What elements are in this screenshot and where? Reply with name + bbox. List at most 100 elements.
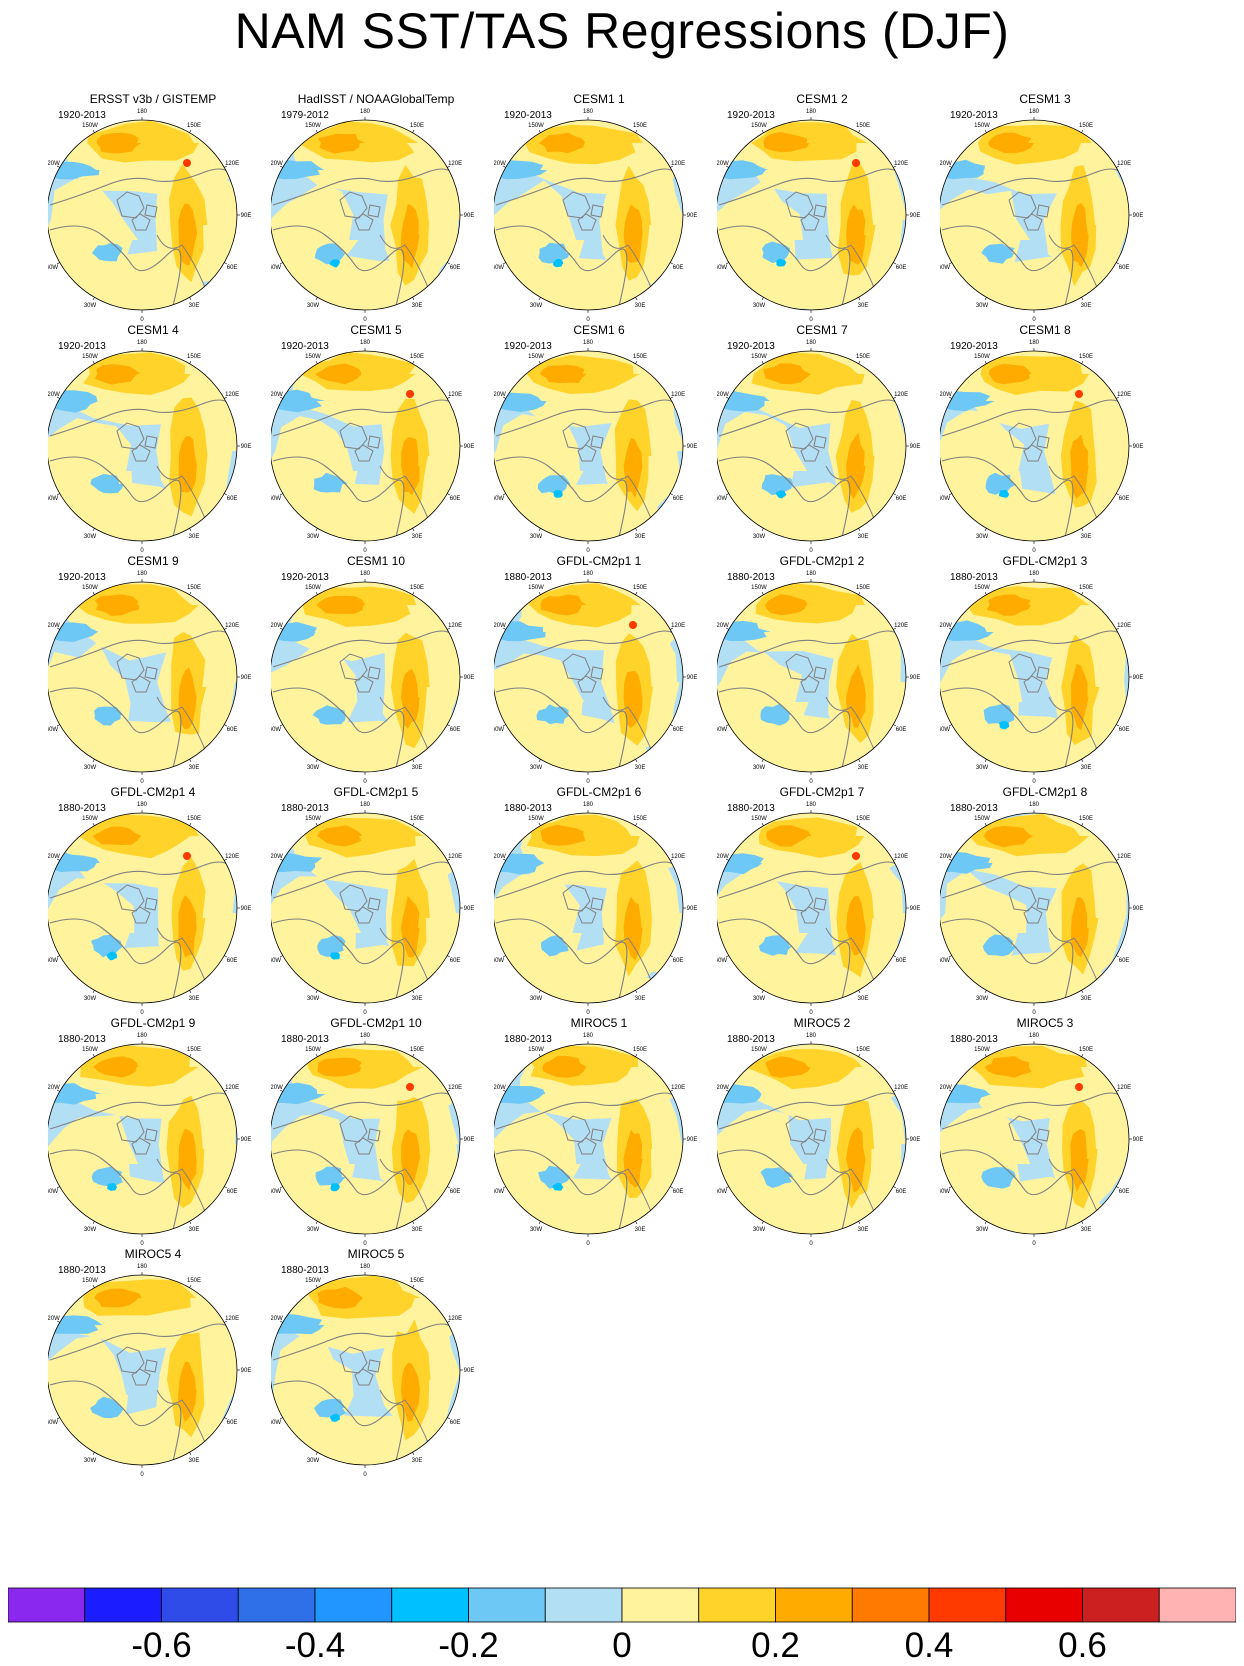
- longitude-label: 90E: [910, 1137, 921, 1143]
- panel-years: 1920-2013: [727, 110, 775, 121]
- longitude-label: 30W: [753, 996, 766, 1002]
- longitude-label: 150W: [751, 816, 767, 822]
- longitude-label: 120W: [494, 1085, 506, 1091]
- map-panel: CESM1 4 1920-2013 180 150E 120E 90E 60E 30E 0 30W…: [48, 323, 258, 555]
- longitude-label: 180: [583, 571, 594, 577]
- panel-title: MIROC5 1: [570, 1016, 628, 1030]
- longitude-label: 120W: [717, 854, 729, 860]
- longitude-label: 150W: [974, 1047, 990, 1053]
- map-panel: ERSST v3b / GISTEMP 1920-2013 180 150E 120E 9…: [48, 92, 258, 324]
- polar-map: 180150E120E90E60E30E030W60W90W120W150W: [940, 109, 1144, 323]
- longitude-label: 60E: [227, 496, 238, 502]
- longitude-label: 90E: [687, 213, 698, 219]
- longitude-label: 60W: [271, 265, 281, 271]
- panel-title: CESM1 4: [127, 323, 179, 337]
- longitude-label: 150E: [410, 123, 424, 129]
- longitude-label: 120E: [894, 161, 908, 167]
- panel-title: CESM1 8: [1019, 323, 1071, 337]
- longitude-label: 0: [809, 548, 813, 554]
- longitude-label: 150W: [974, 354, 990, 360]
- longitude-label: 120W: [271, 1085, 283, 1091]
- longitude-label: 30W: [84, 303, 97, 309]
- longitude-label: 120E: [225, 392, 239, 398]
- longitude-label: 90E: [1133, 213, 1144, 219]
- panel-years: 1920-2013: [281, 341, 329, 352]
- longitude-label: 60W: [717, 727, 727, 733]
- longitude-label: 30E: [858, 534, 869, 540]
- panel-years: 1880-2013: [504, 803, 552, 814]
- longitude-label: 120W: [494, 392, 506, 398]
- longitude-label: 30W: [976, 303, 989, 309]
- longitude-label: 120W: [48, 854, 60, 860]
- colorbar-swatch: [391, 1587, 469, 1623]
- longitude-label: 30W: [84, 765, 97, 771]
- polar-map: 180150E120E90E60E30E030W60W90W120W150W: [271, 1033, 474, 1247]
- longitude-label: 60E: [450, 1420, 461, 1426]
- panel-years: 1880-2013: [58, 1034, 106, 1045]
- longitude-label: 60E: [1119, 496, 1130, 502]
- longitude-label: 60E: [673, 727, 684, 733]
- longitude-label: 150W: [528, 816, 544, 822]
- panel-title: ERSST v3b / GISTEMP: [89, 92, 217, 106]
- longitude-label: 30E: [189, 303, 200, 309]
- longitude-label: 60W: [494, 727, 504, 733]
- longitude-label: 120W: [271, 854, 283, 860]
- panel-title: GFDL-CM2p1 4: [110, 785, 196, 799]
- longitude-label: 120W: [717, 392, 729, 398]
- colorbar-swatch: [928, 1587, 1007, 1623]
- longitude-label: 30W: [84, 1227, 97, 1233]
- longitude-label: 120W: [271, 392, 283, 398]
- longitude-label: 150E: [1079, 816, 1093, 822]
- longitude-label: 30W: [530, 765, 543, 771]
- longitude-label: 0: [1032, 779, 1036, 785]
- longitude-label: 60E: [450, 1189, 461, 1195]
- panel-years: 1920-2013: [58, 110, 106, 121]
- longitude-label: 0: [1032, 548, 1036, 554]
- longitude-label: 120W: [48, 1085, 60, 1091]
- longitude-label: 30E: [189, 1458, 200, 1464]
- longitude-label: 90E: [241, 213, 252, 219]
- longitude-label: 120E: [225, 161, 239, 167]
- longitude-label: 30W: [753, 303, 766, 309]
- colorbar-swatch: [161, 1587, 239, 1623]
- longitude-label: 120W: [271, 161, 283, 167]
- longitude-label: 150E: [856, 585, 870, 591]
- colorbar-tick-label: -0.6: [131, 1626, 192, 1665]
- longitude-label: 60W: [494, 1189, 504, 1195]
- longitude-label: 120W: [494, 623, 506, 629]
- longitude-label: 60W: [940, 958, 950, 964]
- longitude-label: 90E: [1133, 1137, 1144, 1143]
- map-panel: CESM1 2 1920-2013 180 150E 120E 90E 60E 30E 0 30W…: [717, 92, 927, 324]
- longitude-label: 180: [806, 802, 817, 808]
- longitude-label: 180: [806, 1033, 817, 1039]
- map-panel: MIROC5 4 1880-2013 180 150E 120E 90E 60E 30E 0 30…: [48, 1247, 258, 1479]
- longitude-label: 60E: [450, 265, 461, 271]
- longitude-label: 150W: [751, 354, 767, 360]
- longitude-label: 120E: [671, 623, 685, 629]
- longitude-label: 30E: [635, 996, 646, 1002]
- longitude-label: 60W: [271, 496, 281, 502]
- colorbar: [7, 1587, 1237, 1623]
- colorbar-tick-label: 0: [612, 1626, 632, 1665]
- longitude-label: 60E: [673, 265, 684, 271]
- map-panel: MIROC5 5 1880-2013 180 150E 120E 90E 60E 30E 0 30…: [271, 1247, 481, 1479]
- longitude-label: 30W: [530, 303, 543, 309]
- longitude-label: 180: [360, 109, 371, 115]
- longitude-label: 90E: [687, 675, 698, 681]
- colorbar-swatch: [1082, 1587, 1160, 1623]
- longitude-label: 60W: [48, 1420, 58, 1426]
- longitude-label: 150E: [187, 1278, 201, 1284]
- map-panel: HadISST / NOAAGlobalTemp 1979-2012 180 150E…: [271, 92, 481, 324]
- longitude-label: 150W: [974, 123, 990, 129]
- longitude-label: 150W: [528, 354, 544, 360]
- longitude-label: 30W: [84, 534, 97, 540]
- longitude-label: 30E: [189, 996, 200, 1002]
- longitude-label: 150W: [305, 1047, 321, 1053]
- panel-title: GFDL-CM2p1 7: [779, 785, 865, 799]
- longitude-label: 30W: [753, 765, 766, 771]
- longitude-label: 60E: [896, 496, 907, 502]
- panel-title: CESM1 1: [573, 92, 625, 106]
- polar-map: 180150E120E90E60E30E030W60W90W120W150W: [494, 1033, 697, 1247]
- panel-years: 1880-2013: [950, 1034, 998, 1045]
- polar-map: 180150E120E90E60E30E030W60W90W120W150W: [940, 571, 1143, 785]
